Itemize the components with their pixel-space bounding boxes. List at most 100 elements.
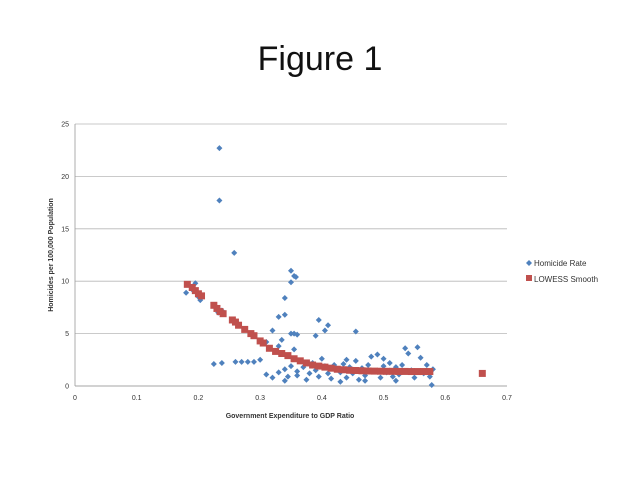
homicide-rate-point [275,343,282,350]
homicide-rate-point [352,357,359,364]
lowess-smooth-point [333,365,341,373]
axes [74,124,507,387]
lowess-smooth-point [235,321,243,329]
homicide-rate-point [244,358,251,365]
homicide-rate-point [343,356,350,363]
homicide-rate-point [343,374,350,381]
homicide-rate-point [292,274,299,281]
homicide-rate-point [281,377,288,384]
homicide-rate-point [414,344,421,351]
lowess-smooth-point [407,368,415,376]
homicide-rate-point [288,267,294,274]
y-tick-labels: 0 5 10 15 20 25 [61,122,69,391]
homicide-rate-point [374,351,381,358]
lowess-smooth-point [272,347,280,355]
x-tick-label: 0.3 [255,395,265,402]
homicide-rate-point [399,362,406,369]
lowess-smooth-point [376,367,384,375]
lowess-smooth-point [219,310,227,318]
lowess-smooth-points [183,280,486,377]
homicide-rate-point [231,249,238,256]
lowess-smooth-point [278,350,286,358]
homicide-rate-point [294,331,301,338]
lowess-smooth-point [395,367,403,375]
homicide-rate-point [216,197,223,204]
legend: Homicide Rate LOWESS Smooth [526,259,598,284]
homicide-rate-point [340,360,347,367]
legend-marker-homicide-rate [526,260,532,266]
lowess-smooth-point [296,357,304,365]
homicide-rate-point [321,327,328,334]
homicide-rate-point [216,145,223,152]
homicide-rate-point [315,316,322,323]
x-tick-label: 0.6 [440,395,450,402]
homicide-rate-point [337,378,344,385]
lowess-smooth-point [370,367,378,375]
x-tick-label: 0.7 [502,395,512,402]
y-tick-label: 25 [61,122,69,129]
lowess-smooth-point [420,368,428,376]
homicide-rate-point [278,336,285,343]
y-tick-label: 5 [65,331,69,338]
homicide-rate-point [284,373,291,380]
homicide-rate-point [263,371,270,378]
homicide-rate-point [362,377,369,384]
lowess-smooth-point [321,363,329,371]
y-tick-label: 0 [65,384,69,391]
homicide-rate-point [392,377,399,384]
lowess-smooth-point [302,359,310,367]
homicide-rate-point [306,370,313,377]
homicide-rate-point [294,368,301,375]
lowess-smooth-point [339,366,347,374]
homicide-rate-point [288,363,294,370]
homicide-rate-point [355,376,362,383]
lowess-smooth-point [358,367,366,375]
x-tick-label: 0.4 [317,395,327,402]
lowess-smooth-point [284,352,292,360]
homicide-rate-point [380,355,387,362]
homicide-rate-point [281,294,288,301]
homicide-rate-point [210,360,217,367]
lowess-smooth-point [414,368,422,376]
lowess-smooth-point [364,367,372,375]
x-tick-label: 0.5 [379,395,389,402]
y-axis-title: Homicides per 100,000 Population [48,198,55,312]
homicide-rate-point [238,358,245,365]
homicide-rate-point [183,289,190,296]
homicide-rate-point [275,313,282,320]
homicide-rate-point [325,322,332,329]
lowess-smooth-point [183,280,191,288]
homicide-rate-point [291,346,298,353]
lowess-smooth-point [327,364,335,372]
homicide-rate-point [318,355,325,362]
lowess-smooth-point [259,339,267,347]
lowess-smooth-point [401,367,409,375]
lowess-smooth-point [478,369,486,377]
homicide-rate-point [294,372,301,379]
x-tick-label: 0.2 [194,395,204,402]
x-tick-labels: 0 0.1 0.2 0.3 0.4 0.5 0.6 0.7 [73,395,512,402]
homicide-rate-point [288,279,294,286]
homicide-rate-point [411,374,418,381]
homicide-rate-point [405,350,412,357]
homicide-rate-point [250,358,257,365]
homicide-rate-point [218,359,225,366]
x-tick-label: 0 [73,395,77,402]
legend-label-homicide-rate: Homicide Rate [534,259,587,268]
homicide-rate-point [232,358,239,365]
homicide-rate-point [269,374,276,381]
grid-lines [75,123,507,387]
lowess-smooth-point [315,362,323,370]
homicide-rate-point [352,328,359,335]
legend-marker-lowess-smooth [526,275,532,281]
homicide-rate-points [183,145,436,388]
homicide-rate-point [426,373,433,380]
homicide-rate-point [257,356,264,363]
homicide-rate-point [328,375,335,382]
homicide-rate-point [275,369,282,376]
homicide-rate-point [402,345,409,352]
lowess-smooth-point [383,367,391,375]
homicide-rate-point [315,373,322,380]
homicide-rate-point [389,373,396,380]
